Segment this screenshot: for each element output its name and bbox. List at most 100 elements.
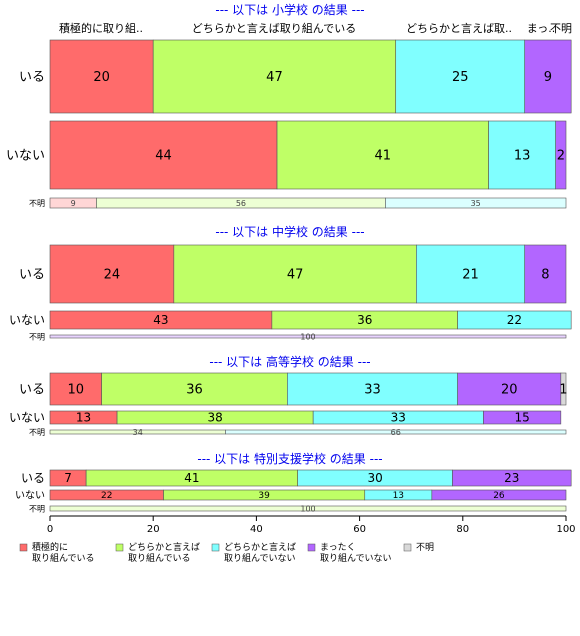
legend-swatch bbox=[115, 543, 124, 552]
bar-value-label: 100 bbox=[300, 505, 315, 514]
legend-label: 取り組んでいない bbox=[224, 552, 296, 564]
bar-value-label: 56 bbox=[236, 199, 246, 208]
bar-value-label: 43 bbox=[153, 313, 168, 327]
bar-value-label: 7 bbox=[64, 471, 72, 485]
bar-value-label: 24 bbox=[104, 268, 121, 283]
panel-title: --- 以下は 中学校 の結果 --- bbox=[215, 224, 364, 239]
bar-value-label: 47 bbox=[287, 268, 304, 283]
column-header: まっ.. bbox=[527, 22, 556, 35]
bar-segment bbox=[49, 334, 567, 339]
bar-value-label: 15 bbox=[514, 411, 529, 425]
bar-value-label: 39 bbox=[258, 491, 270, 501]
bar-value-label: 25 bbox=[452, 70, 469, 85]
legend-swatch bbox=[307, 543, 316, 552]
legend-label: 積極的に bbox=[32, 541, 68, 553]
bar-value-label: 38 bbox=[207, 411, 222, 425]
bar-segment bbox=[483, 410, 562, 425]
x-tick-label: 60 bbox=[353, 524, 366, 535]
bar-value-label: 13 bbox=[514, 149, 531, 164]
row-label: 不明 bbox=[29, 199, 45, 208]
column-header: 積極的に取り組.. bbox=[59, 21, 143, 35]
panel-title: --- 以下は 特別支援学校 の結果 --- bbox=[197, 451, 382, 466]
panel-title: --- 以下は 高等学校 の結果 --- bbox=[209, 354, 370, 369]
legend-label: 取り組んでいない bbox=[320, 552, 392, 564]
bar-segment bbox=[173, 244, 417, 304]
bar-segment bbox=[152, 39, 397, 114]
bar-value-label: 41 bbox=[375, 149, 392, 164]
bar-value-label: 26 bbox=[493, 491, 505, 501]
legend-label: 取り組んでいる bbox=[128, 552, 191, 564]
legend-label: まったく bbox=[320, 542, 356, 553]
bar-value-label: 1 bbox=[559, 383, 567, 398]
bar-segment bbox=[488, 120, 556, 190]
bar-segment bbox=[452, 469, 572, 487]
bar-value-label: 44 bbox=[155, 149, 172, 164]
bar-value-label: 30 bbox=[367, 471, 382, 485]
bar-segment bbox=[276, 120, 489, 190]
bar-value-label: 33 bbox=[364, 383, 381, 398]
row-label: いる bbox=[21, 471, 45, 485]
bar-value-label: 47 bbox=[266, 70, 283, 85]
legend-swatch bbox=[19, 543, 28, 552]
bar-segment bbox=[524, 39, 572, 114]
row-label: いない bbox=[9, 313, 45, 327]
bar-segment bbox=[457, 372, 562, 406]
row-label: いない bbox=[9, 411, 45, 425]
bar-segment bbox=[49, 505, 567, 512]
row-label: いる bbox=[19, 383, 45, 398]
bar-segment bbox=[287, 372, 458, 406]
bar-segment bbox=[555, 120, 567, 190]
row-label: 不明 bbox=[29, 332, 45, 341]
bar-segment bbox=[457, 310, 572, 330]
column-header: どちらかと言えば取り組んでいる bbox=[192, 22, 356, 35]
x-tick-label: 0 bbox=[47, 524, 53, 535]
panel-title: --- 以下は 小学校 の結果 --- bbox=[215, 2, 364, 17]
bar-segment bbox=[49, 244, 175, 304]
bar-segment bbox=[49, 120, 278, 190]
bar-value-label: 13 bbox=[393, 491, 404, 501]
bar-value-label: 22 bbox=[507, 313, 522, 327]
x-tick-label: 20 bbox=[147, 524, 160, 535]
bar-value-label: 9 bbox=[544, 70, 552, 85]
bar-value-label: 20 bbox=[93, 70, 110, 85]
legend-swatch bbox=[403, 543, 412, 552]
row-label: いない bbox=[6, 149, 45, 164]
legend-label: 取り組んでいる bbox=[32, 552, 95, 564]
bar-value-label: 21 bbox=[462, 268, 479, 283]
bar-value-label: 66 bbox=[391, 428, 401, 437]
bar-value-label: 34 bbox=[133, 428, 143, 437]
bar-value-label: 36 bbox=[357, 313, 372, 327]
bar-value-label: 22 bbox=[101, 491, 112, 501]
column-header: 不明 bbox=[550, 22, 572, 35]
bar-segment bbox=[385, 197, 567, 209]
bar-value-label: 100 bbox=[300, 333, 315, 342]
bar-segment bbox=[524, 244, 567, 304]
legend-swatch bbox=[211, 543, 220, 552]
bar-value-label: 36 bbox=[186, 383, 203, 398]
bar-value-label: 8 bbox=[541, 268, 549, 283]
row-label: いる bbox=[19, 268, 45, 283]
legend-label: どちらかと言えば bbox=[224, 541, 296, 553]
legend-label: どちらかと言えば bbox=[128, 541, 200, 553]
bar-value-label: 2 bbox=[557, 149, 565, 164]
x-tick-label: 100 bbox=[556, 524, 575, 535]
column-header: どちらかと言えば取.. bbox=[406, 22, 512, 35]
bar-value-label: 13 bbox=[76, 411, 91, 425]
bar-value-label: 41 bbox=[184, 471, 199, 485]
row-label: いない bbox=[15, 490, 45, 502]
row-label: いる bbox=[19, 70, 45, 85]
legend-label: 不明 bbox=[416, 542, 434, 553]
bar-segment bbox=[416, 244, 526, 304]
bar-segment bbox=[225, 429, 567, 435]
bar-value-label: 35 bbox=[471, 199, 481, 208]
bar-value-label: 23 bbox=[504, 471, 519, 485]
bar-value-label: 20 bbox=[501, 383, 518, 398]
bar-value-label: 9 bbox=[71, 199, 76, 208]
row-label: 不明 bbox=[29, 504, 45, 513]
x-tick-label: 40 bbox=[250, 524, 263, 535]
bar-value-label: 33 bbox=[391, 411, 406, 425]
bar-value-label: 10 bbox=[68, 383, 85, 398]
bar-segment bbox=[560, 372, 567, 406]
x-tick-label: 80 bbox=[456, 524, 469, 535]
